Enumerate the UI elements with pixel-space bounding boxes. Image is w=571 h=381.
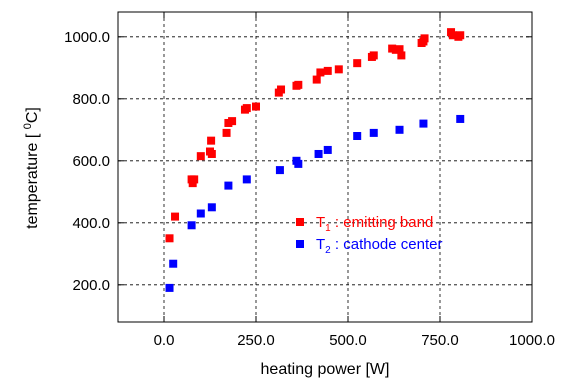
- x-axis-title: heating power [W]: [261, 361, 390, 378]
- data-point-t2: [165, 283, 174, 292]
- legend-t1-subscript: 1: [325, 223, 331, 234]
- data-point-t1: [334, 65, 343, 74]
- data-point-t2: [353, 132, 362, 140]
- data-point-t1: [252, 102, 260, 111]
- legend-marker-t1: [296, 218, 304, 226]
- y-axis-title-superscript: 0: [22, 123, 34, 129]
- data-point-t1: [190, 175, 199, 184]
- legend-t2-subscript: 2: [325, 245, 331, 256]
- data-point-t2: [242, 175, 251, 184]
- y-tick-label: 600.0: [72, 153, 110, 170]
- y-axis-title-end: C]: [24, 107, 41, 123]
- legend-marker-t2: [296, 240, 304, 248]
- x-tick-label: 1000.0: [509, 332, 555, 349]
- data-point-t1: [316, 68, 325, 77]
- data-point-t2: [369, 128, 378, 137]
- data-point-t1: [369, 51, 378, 60]
- y-tick-label: 400.0: [72, 215, 110, 232]
- data-point-t2: [169, 259, 178, 268]
- y-tick-label: 800.0: [72, 91, 110, 108]
- plot-frame: [117, 11, 533, 323]
- x-tick-label: 750.0: [421, 332, 459, 349]
- y-axis-title-main: temperature [: [24, 129, 41, 229]
- data-point-t1: [353, 59, 362, 68]
- y-tick-label: 1000.0: [64, 29, 110, 46]
- data-point-t1: [222, 128, 231, 137]
- data-point-t1: [312, 75, 321, 84]
- grid: [118, 12, 532, 322]
- data-point-t2: [419, 119, 428, 128]
- tick-labels: 0.0 250.0 500.0 750.0 1000.0 200.0 400.0 600.0 8…: [64, 29, 555, 349]
- ticks: [118, 12, 533, 322]
- data-point-t2: [207, 203, 216, 212]
- data-point-t1: [165, 234, 174, 243]
- data-point-t1: [323, 66, 332, 75]
- legend-label-t1: T1 : emitting band: [316, 214, 433, 234]
- data-markers: [165, 28, 465, 292]
- data-point-t2: [187, 221, 196, 230]
- legend-t1-symbol: T: [316, 214, 325, 231]
- legend: T1 : emitting band T2 : cathode center: [296, 214, 442, 256]
- data-point-t2: [395, 125, 404, 134]
- data-point-t1: [277, 85, 286, 94]
- data-point-t1: [228, 117, 237, 126]
- data-point-t2: [456, 114, 465, 123]
- x-tick-label: 250.0: [237, 332, 275, 349]
- data-point-t1: [294, 80, 303, 89]
- data-point-t1: [456, 31, 465, 40]
- legend-t1-text: : emitting band: [331, 214, 434, 231]
- y-axis-title: temperature [ 0C]: [22, 107, 41, 229]
- y-tick-label: 200.0: [72, 277, 110, 294]
- data-point-t1: [207, 136, 216, 145]
- legend-t2-text: : cathode center: [331, 236, 443, 253]
- data-point-t2: [323, 145, 332, 154]
- data-point-t2: [224, 181, 233, 190]
- data-point-t2: [294, 159, 303, 168]
- data-point-t2: [196, 209, 205, 218]
- data-point-t1: [397, 51, 406, 60]
- legend-t2-symbol: T: [316, 236, 325, 253]
- data-point-t1: [395, 45, 404, 54]
- x-tick-label: 500.0: [329, 332, 367, 349]
- legend-label-t2: T2 : cathode center: [316, 236, 442, 256]
- data-point-t1: [242, 104, 251, 113]
- data-point-t1: [448, 31, 457, 40]
- data-point-t2: [275, 166, 284, 175]
- data-point-t1: [207, 149, 216, 158]
- x-tick-label: 0.0: [154, 332, 175, 349]
- data-point-t1: [171, 212, 180, 221]
- data-point-t1: [420, 34, 429, 43]
- data-point-t2: [314, 149, 323, 158]
- data-point-t1: [196, 152, 205, 161]
